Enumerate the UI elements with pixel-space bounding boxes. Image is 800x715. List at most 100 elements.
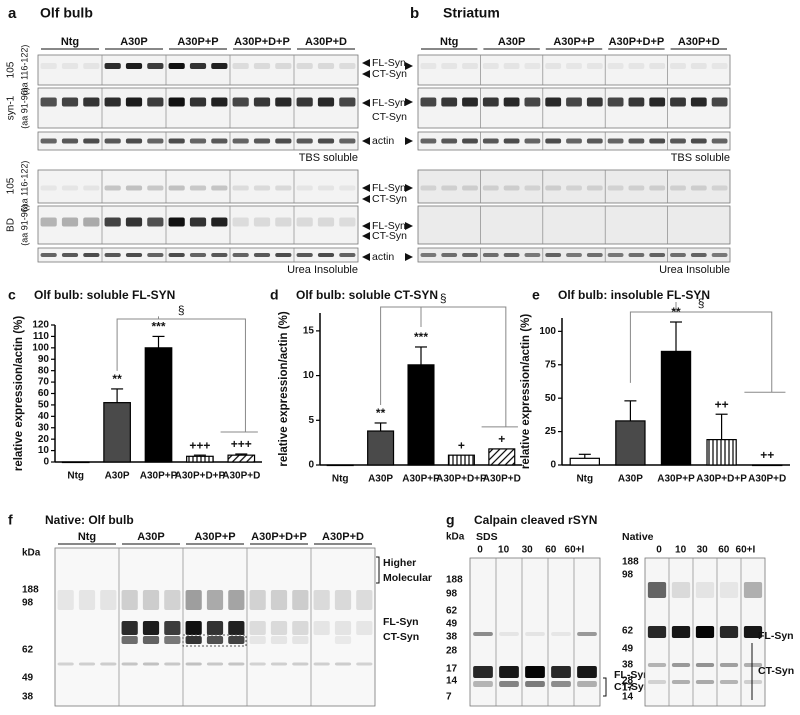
band [164,662,181,666]
band [147,217,164,227]
group-label: A30P+D+P [234,36,290,48]
y-tick-label: 90 [38,354,50,365]
band [168,217,185,227]
y-tick-label: 80 [38,365,50,376]
significance-mark: +++ [189,438,210,452]
band [566,185,582,191]
band [441,253,458,257]
band [339,253,356,257]
band [339,185,356,191]
y-tick-label: 20 [38,434,50,445]
x-tick-label: A30P [618,474,643,485]
band [441,63,458,69]
arrow [362,59,370,67]
group-label: A30P+D [678,36,720,48]
band [690,97,707,107]
antibody: BD [6,218,17,232]
band [206,590,224,610]
band [121,662,138,666]
lane-label: 0 [477,545,483,556]
band [125,253,143,257]
marker: 38 [22,692,34,703]
band [211,185,228,191]
arrow [405,184,413,192]
band [78,590,96,610]
band [690,253,707,257]
band-label: FL-Syn [372,220,406,232]
band [206,636,224,644]
y-axis-label: relative expression/actin (%) [278,311,290,466]
band [83,97,100,107]
band [566,63,582,69]
marker: 62 [446,606,458,617]
bar [144,347,173,463]
band [462,63,478,69]
panel-letter: f [8,512,13,528]
band [164,621,181,635]
band [296,97,313,107]
band [566,138,582,144]
band [185,662,202,666]
band [607,185,624,191]
band [334,662,352,666]
significance-symbol: § [698,296,705,310]
lane-label: 30 [697,545,709,556]
bracket [376,556,380,584]
lane-label: 0 [656,545,662,556]
band [499,681,519,687]
band [334,621,352,635]
band [711,253,728,257]
band-label: FL-Syn [614,669,650,681]
bar [569,457,600,466]
band [671,626,691,638]
band [503,97,520,107]
band [482,138,499,144]
band [189,217,207,227]
band [253,253,271,257]
y-tick-label: 50 [38,400,50,411]
band-label: CT-Syn [372,111,407,123]
band [670,63,686,69]
y-tick-label: 110 [33,331,50,342]
band [232,63,249,69]
blot [417,87,731,129]
band [420,63,437,69]
bracket [116,318,258,433]
band [334,636,352,644]
bar [407,364,435,466]
band [142,590,160,610]
band [671,680,691,684]
band-label: FL-Syn [758,630,794,642]
band [100,590,117,610]
band [499,666,519,678]
marker: 98 [622,570,634,581]
x-tick-label: A30P+P [402,474,440,485]
group-label: A30P [120,36,148,48]
band [104,217,121,227]
band [83,138,100,144]
x-tick-label: A30P [368,474,393,485]
group-label: A30P+P [177,36,218,48]
significance-mark: ++ [760,448,774,462]
significance-mark: *** [414,330,428,344]
band [524,138,541,144]
band [524,97,541,107]
band [586,63,603,69]
band-label: CT-Syn [372,193,407,205]
band [104,138,121,144]
y-tick-label: 0 [43,457,49,468]
band-label: actin [372,251,394,263]
unit: kDa [22,548,41,559]
antibody: syn-1 [6,95,17,120]
band [482,63,499,69]
y-tick-label: 10 [303,370,315,381]
x-tick-label: A30P+D+P [696,474,747,485]
band [168,253,185,257]
band [164,636,181,644]
band [441,185,458,191]
y-tick-label: 10 [38,445,50,456]
band [317,97,335,107]
band [83,63,100,69]
band [462,97,478,107]
